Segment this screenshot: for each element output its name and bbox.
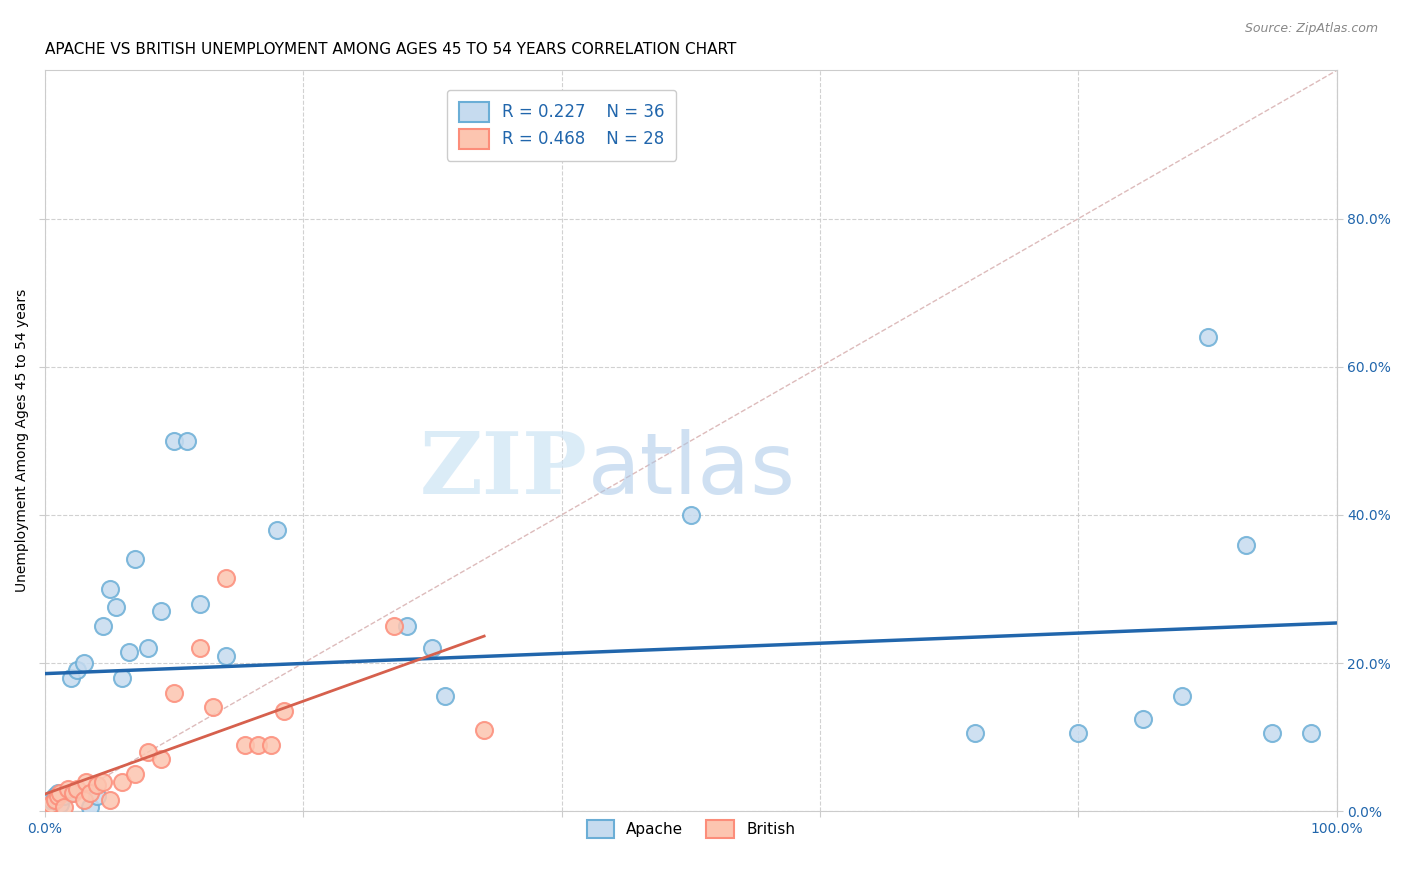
Point <box>44 793 66 807</box>
Point <box>201 700 224 714</box>
Point <box>124 767 146 781</box>
Point <box>98 582 121 596</box>
Point <box>1132 712 1154 726</box>
Point <box>91 774 114 789</box>
Point <box>44 789 66 804</box>
Point <box>1261 726 1284 740</box>
Text: atlas: atlas <box>588 429 796 512</box>
Point <box>66 781 89 796</box>
Point <box>273 704 295 718</box>
Point <box>1197 330 1219 344</box>
Point <box>188 641 211 656</box>
Point <box>136 641 159 656</box>
Point <box>98 793 121 807</box>
Point <box>105 600 128 615</box>
Point <box>215 571 238 585</box>
Point <box>86 789 108 804</box>
Point <box>75 774 97 789</box>
Point <box>1299 726 1322 740</box>
Point <box>233 738 256 752</box>
Point <box>111 671 134 685</box>
Point <box>1170 690 1192 704</box>
Point <box>46 789 69 804</box>
Point <box>73 793 96 807</box>
Point <box>679 508 702 522</box>
Point <box>46 786 69 800</box>
Point <box>59 786 82 800</box>
Point <box>79 800 101 814</box>
Text: APACHE VS BRITISH UNEMPLOYMENT AMONG AGES 45 TO 54 YEARS CORRELATION CHART: APACHE VS BRITISH UNEMPLOYMENT AMONG AGE… <box>45 42 737 57</box>
Point <box>163 434 186 448</box>
Point <box>111 774 134 789</box>
Point <box>215 648 238 663</box>
Point <box>118 645 141 659</box>
Point <box>434 690 457 704</box>
Point <box>1067 726 1090 740</box>
Point <box>260 738 283 752</box>
Point <box>395 619 418 633</box>
Point <box>247 738 270 752</box>
Point <box>59 671 82 685</box>
Point <box>86 778 108 792</box>
Point <box>422 641 444 656</box>
Point <box>150 752 173 766</box>
Text: ZIP: ZIP <box>420 428 588 512</box>
Point <box>1234 537 1257 551</box>
Point <box>62 786 84 800</box>
Legend: Apache, British: Apache, British <box>581 814 801 845</box>
Point <box>49 797 72 811</box>
Point <box>41 793 63 807</box>
Point <box>266 523 288 537</box>
Point <box>58 781 80 796</box>
Point <box>124 552 146 566</box>
Point <box>163 686 186 700</box>
Point <box>382 619 405 633</box>
Point <box>53 800 76 814</box>
Point <box>49 786 72 800</box>
Point <box>41 797 63 811</box>
Point <box>176 434 198 448</box>
Point <box>136 745 159 759</box>
Point <box>150 604 173 618</box>
Point <box>91 619 114 633</box>
Y-axis label: Unemployment Among Ages 45 to 54 years: Unemployment Among Ages 45 to 54 years <box>15 289 30 592</box>
Point <box>66 664 89 678</box>
Point <box>79 786 101 800</box>
Text: Source: ZipAtlas.com: Source: ZipAtlas.com <box>1244 22 1378 36</box>
Point <box>53 789 76 804</box>
Point <box>472 723 495 737</box>
Point <box>73 656 96 670</box>
Point <box>963 726 986 740</box>
Point <box>188 597 211 611</box>
